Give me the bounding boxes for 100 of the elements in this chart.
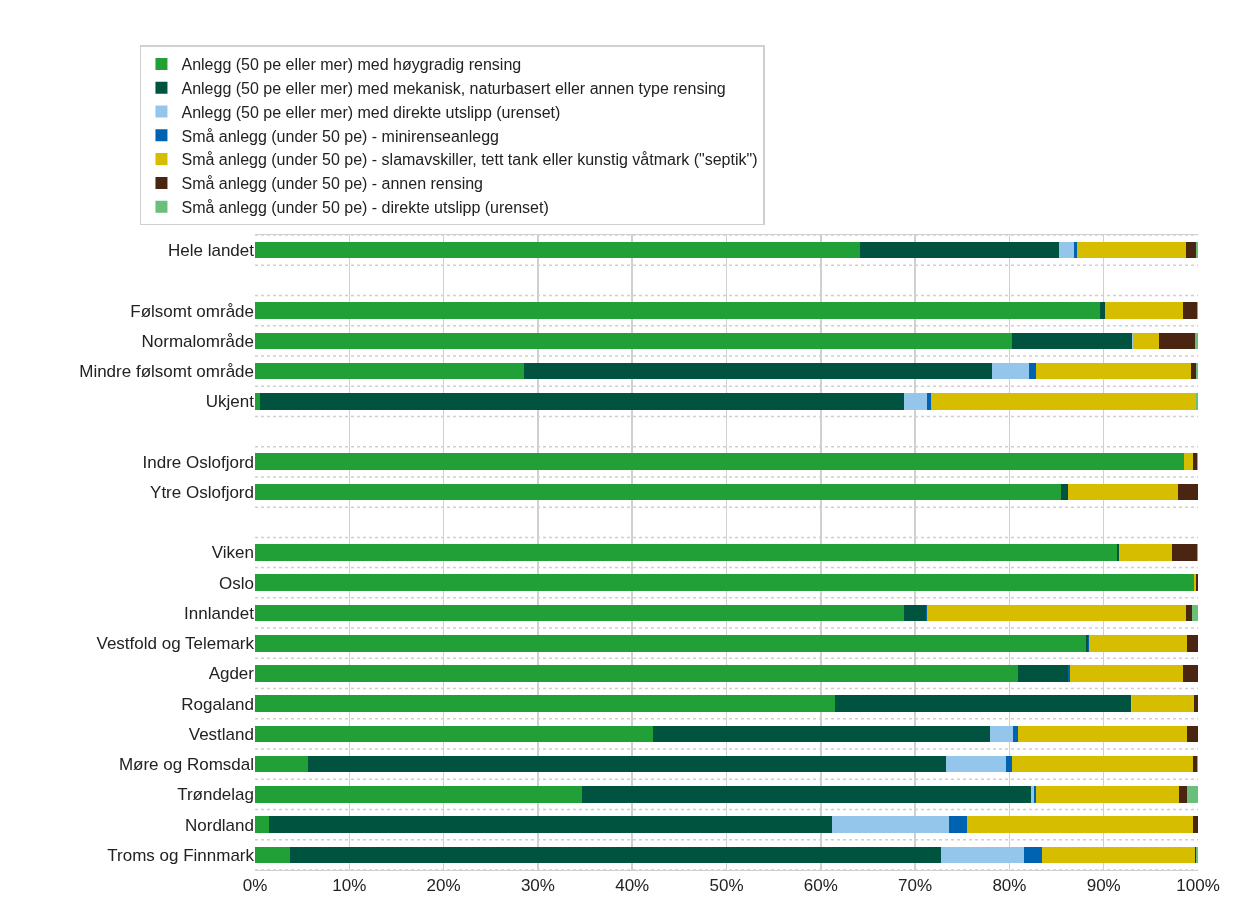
legend-label: Små anlegg (under 50 pe) - slamavskiller, tett tank eller kunstig våtmark ("septik")	[181, 151, 758, 169]
bar	[1059, 241, 1075, 259]
bar	[1013, 725, 1018, 743]
bar	[1171, 544, 1198, 561]
bar	[255, 846, 290, 864]
bar	[1193, 453, 1198, 471]
bar	[931, 392, 1197, 410]
x-tick-label: 70%	[898, 876, 933, 896]
bar	[940, 846, 1024, 864]
x-tick-label: 50%	[709, 876, 744, 896]
bar	[1132, 332, 1160, 350]
y-tick-label: Agder	[208, 664, 255, 684]
y-tick-label: Normalområde	[141, 331, 254, 351]
bar	[289, 846, 941, 864]
bar	[927, 604, 1186, 622]
bar	[255, 544, 1117, 561]
y-tick-label: Møre og Romsdal	[118, 755, 254, 775]
x-tick-label: 40%	[615, 876, 650, 896]
bar	[255, 725, 653, 743]
bar	[259, 392, 904, 410]
bar	[1185, 241, 1197, 259]
bar	[1159, 332, 1196, 350]
y-tick-label: Vestfold og Telemark	[96, 634, 255, 654]
bar	[1178, 483, 1198, 501]
bar	[1118, 544, 1172, 561]
bar	[989, 725, 1014, 743]
y-tick-label: Oslo	[219, 573, 254, 593]
bar	[307, 755, 947, 773]
bar	[255, 483, 1062, 501]
bar	[1074, 241, 1078, 259]
y-tick-label: Trøndelag	[177, 785, 254, 805]
bar	[946, 755, 1006, 773]
y-tick-label: Rogaland	[181, 694, 254, 714]
y-tick-label: Ytre Oslofjord	[150, 482, 254, 502]
bar	[582, 786, 1032, 803]
y-tick-label: Vestland	[188, 724, 254, 744]
x-tick-label: 80%	[992, 876, 1027, 896]
bar	[1088, 634, 1187, 652]
bar	[1195, 332, 1198, 350]
bar	[255, 604, 904, 622]
y-tick-label: Følsomt område	[130, 301, 254, 321]
bar	[255, 634, 1086, 652]
bar	[255, 755, 308, 773]
bar	[966, 816, 1194, 833]
bar	[1069, 665, 1183, 682]
bar	[1042, 846, 1196, 864]
bar	[1191, 362, 1197, 380]
bar	[255, 362, 524, 380]
bar	[834, 695, 1132, 713]
bar	[1179, 786, 1187, 803]
y-tick-label: Troms og Finnmark	[107, 845, 255, 865]
legend-label: Anlegg (50 pe eller mer) med mekanisk, naturbasert eller annen type rensing	[181, 79, 726, 97]
bar	[255, 302, 1100, 319]
legend-label: Små anlegg (under 50 pe) - annen rensing	[181, 175, 483, 193]
bar	[255, 332, 1013, 350]
bar	[1012, 332, 1132, 350]
bar	[269, 816, 833, 833]
bar	[1077, 241, 1186, 259]
bar	[949, 816, 967, 833]
bar	[1017, 725, 1187, 743]
bar	[255, 392, 260, 410]
bar	[255, 574, 1195, 592]
bar	[1099, 302, 1105, 319]
bar	[1017, 665, 1068, 682]
bar	[1023, 846, 1043, 864]
bar	[1035, 362, 1192, 380]
x-tick-label: 10%	[332, 876, 367, 896]
bar	[903, 392, 928, 410]
x-tick-label: 30%	[520, 876, 555, 896]
bar	[1194, 695, 1198, 713]
bar	[1193, 755, 1198, 773]
bar	[1186, 725, 1198, 743]
bar	[523, 362, 993, 380]
y-tick-label: Innlandet	[184, 603, 255, 623]
legend-label: Små anlegg (under 50 pe) - direkte utslipp (urenset)	[181, 198, 549, 216]
bar	[1067, 483, 1179, 501]
legend-label: Små anlegg (under 50 pe) - minirenseanlegg	[181, 127, 499, 145]
y-tick-label: Indre Oslofjord	[142, 452, 254, 472]
bar	[255, 453, 1184, 471]
bar	[1104, 302, 1183, 319]
bar	[255, 816, 270, 833]
y-tick-label: Mindre følsomt område	[79, 362, 254, 382]
x-tick-label: 60%	[803, 876, 838, 896]
x-tick-label: 90%	[1086, 876, 1121, 896]
y-tick-label: Ukjent	[205, 392, 255, 412]
bar	[255, 786, 583, 803]
y-tick-label: Hele landet	[167, 241, 255, 261]
y-tick-label: Viken	[211, 543, 254, 563]
bar	[860, 241, 1060, 259]
x-tick-label: 20%	[426, 876, 461, 896]
bar	[1186, 786, 1198, 803]
bar	[1186, 634, 1198, 652]
bar	[1193, 816, 1198, 833]
bar	[255, 695, 835, 713]
bar	[1131, 695, 1195, 713]
bar	[652, 725, 990, 743]
legend-label: Anlegg (50 pe eller mer) med høygradig rensing	[181, 56, 522, 74]
bar	[1061, 483, 1068, 501]
bar	[832, 816, 950, 833]
bar	[903, 604, 927, 622]
